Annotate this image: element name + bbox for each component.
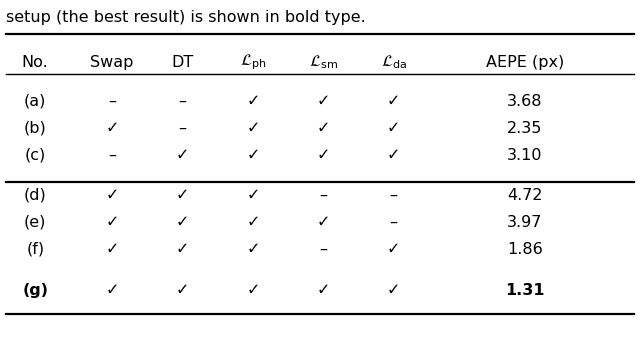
Text: –: – (179, 94, 186, 109)
Text: ✓: ✓ (317, 121, 330, 136)
Text: (b): (b) (24, 121, 47, 136)
Text: ✓: ✓ (246, 121, 259, 136)
Text: ✓: ✓ (246, 283, 259, 298)
Text: (d): (d) (24, 188, 47, 203)
Text: ✓: ✓ (387, 242, 400, 257)
Text: (a): (a) (24, 94, 46, 109)
Text: (e): (e) (24, 215, 46, 230)
Text: 3.97: 3.97 (507, 215, 543, 230)
Text: ✓: ✓ (246, 188, 259, 203)
Text: (f): (f) (26, 242, 44, 257)
Text: ✓: ✓ (317, 94, 330, 109)
Text: ✓: ✓ (387, 121, 400, 136)
Text: –: – (319, 188, 327, 203)
Text: ✓: ✓ (387, 148, 400, 163)
Text: Swap: Swap (90, 55, 134, 70)
Text: –: – (390, 188, 397, 203)
Text: setup (the best result) is shown in bold type.: setup (the best result) is shown in bold… (6, 10, 366, 25)
Text: ✓: ✓ (246, 215, 259, 230)
Text: ✓: ✓ (176, 148, 189, 163)
Text: ✓: ✓ (106, 188, 118, 203)
Text: ✓: ✓ (106, 215, 118, 230)
Text: $\mathcal{L}_{\mathrm{sm}}$: $\mathcal{L}_{\mathrm{sm}}$ (308, 54, 338, 71)
Text: ✓: ✓ (246, 148, 259, 163)
Text: ✓: ✓ (246, 242, 259, 257)
Text: ✓: ✓ (387, 283, 400, 298)
Text: ✓: ✓ (176, 242, 189, 257)
Text: AEPE (px): AEPE (px) (486, 55, 564, 70)
Text: –: – (108, 94, 116, 109)
Text: ✓: ✓ (317, 215, 330, 230)
Text: (g): (g) (22, 283, 48, 298)
Text: ✓: ✓ (176, 188, 189, 203)
Text: (c): (c) (24, 148, 46, 163)
Text: ✓: ✓ (317, 283, 330, 298)
Text: $\mathcal{L}_{\mathrm{ph}}$: $\mathcal{L}_{\mathrm{ph}}$ (239, 53, 266, 72)
Text: –: – (390, 215, 397, 230)
Text: No.: No. (22, 55, 49, 70)
Text: ✓: ✓ (246, 94, 259, 109)
Text: ✓: ✓ (387, 94, 400, 109)
Text: 1.31: 1.31 (505, 283, 545, 298)
Text: –: – (108, 148, 116, 163)
Text: ✓: ✓ (106, 283, 118, 298)
Text: 3.10: 3.10 (507, 148, 543, 163)
Text: ✓: ✓ (176, 215, 189, 230)
Text: $\mathcal{L}_{\mathrm{da}}$: $\mathcal{L}_{\mathrm{da}}$ (381, 54, 406, 71)
Text: 1.86: 1.86 (507, 242, 543, 257)
Text: 2.35: 2.35 (507, 121, 543, 136)
Text: 4.72: 4.72 (507, 188, 543, 203)
Text: ✓: ✓ (106, 121, 118, 136)
Text: –: – (179, 121, 186, 136)
Text: ✓: ✓ (176, 283, 189, 298)
Text: DT: DT (172, 55, 193, 70)
Text: ✓: ✓ (106, 242, 118, 257)
Text: 3.68: 3.68 (507, 94, 543, 109)
Text: ✓: ✓ (317, 148, 330, 163)
Text: –: – (319, 242, 327, 257)
